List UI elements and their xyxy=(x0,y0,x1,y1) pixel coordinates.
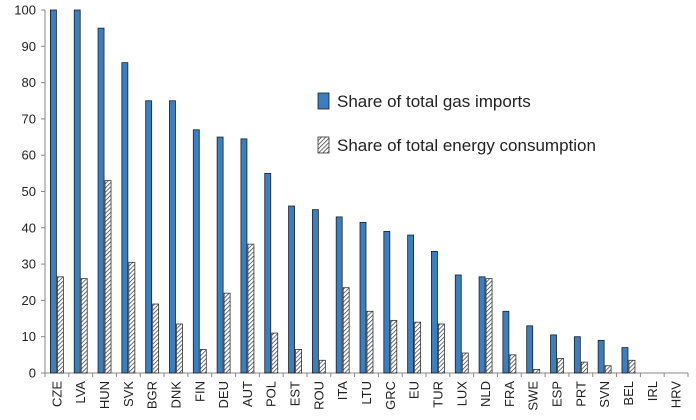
legend-swatch-gas-imports xyxy=(317,92,330,110)
y-tick-label: 90 xyxy=(22,39,36,54)
bar-gas-imports-fin xyxy=(192,129,200,374)
bar-energy-consumption-pol xyxy=(271,332,279,374)
bar-gas-imports-hun xyxy=(97,27,105,374)
x-tick-label: LUX xyxy=(454,381,469,407)
x-tick-label: HUN xyxy=(97,381,112,409)
x-tick-label: EST xyxy=(288,381,303,406)
y-tick-label: 50 xyxy=(22,184,36,199)
bar-gas-imports-esp xyxy=(550,334,557,374)
x-tick-label: DEU xyxy=(216,381,231,408)
bar-gas-imports-swe xyxy=(526,325,534,374)
bar-gas-imports-tur xyxy=(431,250,438,374)
x-tick-label: SVK xyxy=(121,381,136,407)
x-tick-label: NLD xyxy=(478,381,493,407)
x-tick-label: SWE xyxy=(526,381,541,411)
bar-energy-consumption-lux xyxy=(461,352,469,374)
x-tick-label: ESP xyxy=(550,381,565,407)
axes xyxy=(41,9,689,377)
bar-gas-imports-bel xyxy=(621,347,629,374)
bar-energy-consumption-hun xyxy=(104,180,112,374)
bar-gas-imports-ita xyxy=(335,216,343,374)
x-tick-label: LTU xyxy=(359,381,374,405)
bar-energy-consumption-lva xyxy=(80,278,88,374)
tick-labels: 0 10 20 30 40 50 60 70 80 90 100 CZE LVA HUN SVK BGR DNK… xyxy=(14,3,683,411)
y-tick-label: 80 xyxy=(22,75,36,90)
x-tick-label: EU xyxy=(407,381,422,399)
x-tick-label: AUT xyxy=(240,381,255,407)
x-tick-label: IRL xyxy=(645,381,660,401)
bar-gas-imports-est xyxy=(288,205,295,374)
x-tick-label: ITA xyxy=(335,381,350,401)
x-tick-label: LVA xyxy=(73,381,88,404)
x-tick-label: HRV xyxy=(669,381,684,409)
bar-gas-imports-rou xyxy=(311,209,319,374)
y-tick-label: 0 xyxy=(29,366,36,381)
legend-label-gas-imports: Share of total gas imports xyxy=(337,92,531,111)
bar-gas-imports-nld xyxy=(478,276,486,374)
bar-gas-imports-prt xyxy=(573,336,581,374)
bar-gas-imports-ltu xyxy=(359,221,367,374)
bar-energy-consumption-rou xyxy=(318,359,326,374)
x-tick-label: ROU xyxy=(311,381,326,410)
bar-gas-imports-svn xyxy=(597,339,605,374)
x-tick-label: BGR xyxy=(145,381,160,409)
legend: Share of total gas imports Share of tota… xyxy=(317,92,596,155)
y-tick-label: 20 xyxy=(22,293,36,308)
bar-energy-consumption-fin xyxy=(199,349,207,374)
bar-gas-imports-lux xyxy=(454,274,462,374)
bar-gas-imports-pol xyxy=(264,172,272,374)
bar-gas-imports-eu xyxy=(407,234,415,374)
bar-energy-consumption-svn xyxy=(604,365,612,374)
y-tick-label: 100 xyxy=(14,3,36,18)
bar-energy-consumption-tur xyxy=(438,323,445,374)
y-tick-label: 70 xyxy=(22,111,36,126)
x-tick-label: CZE xyxy=(49,381,64,407)
bar-gas-imports-dnk xyxy=(169,100,176,374)
bar-energy-consumption-esp xyxy=(557,358,564,374)
x-tick-label: DNK xyxy=(168,381,183,409)
bar-energy-consumption-aut xyxy=(247,243,255,374)
bar-energy-consumption-prt xyxy=(580,361,588,374)
bar-energy-consumption-est xyxy=(295,349,302,374)
bar-energy-consumption-nld xyxy=(485,278,493,374)
bar-energy-consumption-fra xyxy=(509,354,517,374)
x-tick-label: TUR xyxy=(430,381,445,408)
bar-gas-imports-cze xyxy=(50,9,57,374)
bar-energy-consumption-swe xyxy=(533,368,541,374)
bar-gas-imports-bgr xyxy=(145,100,153,374)
bar-energy-consumption-cze xyxy=(57,276,64,374)
x-tick-label: GRC xyxy=(383,381,398,410)
bar-gas-imports-aut xyxy=(240,138,248,374)
x-tick-label: FRA xyxy=(502,381,517,407)
y-tick-label: 10 xyxy=(22,329,36,344)
bar-energy-consumption-eu xyxy=(414,321,422,374)
legend-swatch-energy-consumption xyxy=(317,136,330,154)
bar-gas-imports-svk xyxy=(121,62,129,374)
bar-energy-consumption-bel xyxy=(628,359,636,374)
x-tick-label: PRT xyxy=(573,381,588,407)
y-tick-label: 40 xyxy=(22,220,36,235)
bar-gas-imports-fra xyxy=(502,310,510,374)
x-tick-label: BEL xyxy=(621,381,636,406)
bar-energy-consumption-bgr xyxy=(152,303,160,374)
y-tick-label: 30 xyxy=(22,257,36,272)
bar-gas-imports-lva xyxy=(73,9,81,374)
bar-energy-consumption-ltu xyxy=(366,310,374,374)
bar-energy-consumption-grc xyxy=(390,319,398,374)
bar-gas-imports-deu xyxy=(216,136,224,374)
x-tick-label: FIN xyxy=(192,381,207,402)
bar-energy-consumption-deu xyxy=(223,292,231,374)
legend-label-energy-consumption: Share of total energy consumption xyxy=(337,136,596,155)
x-tick-label: POL xyxy=(264,381,279,407)
x-tick-label: SVN xyxy=(597,381,612,408)
bar-energy-consumption-svk xyxy=(128,261,136,374)
bar-energy-consumption-ita xyxy=(342,287,350,374)
y-tick-label: 60 xyxy=(22,148,36,163)
bars xyxy=(50,9,636,374)
bar-energy-consumption-dnk xyxy=(176,323,183,374)
bar-gas-imports-grc xyxy=(383,231,391,374)
